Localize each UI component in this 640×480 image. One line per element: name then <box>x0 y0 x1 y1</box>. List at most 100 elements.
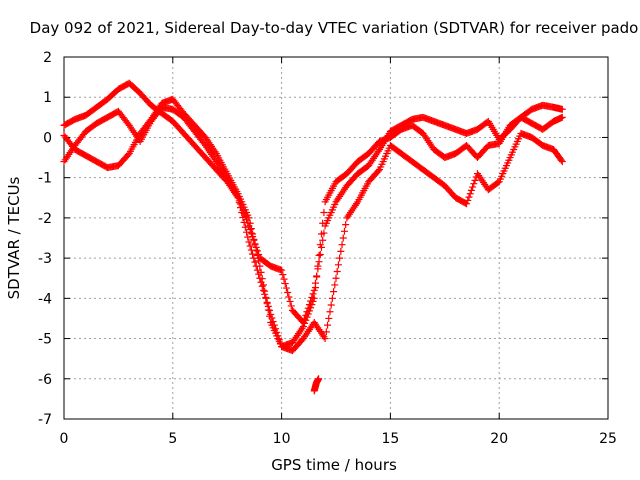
data-point-marker <box>252 246 260 254</box>
data-point-marker <box>280 275 288 283</box>
data-point-marker <box>259 281 267 289</box>
data-point-marker <box>558 105 566 113</box>
data-point-marker <box>253 251 261 259</box>
data-point-marker <box>240 218 248 226</box>
plot-frame <box>63 56 609 420</box>
data-point-marker <box>319 236 327 244</box>
data-point-marker <box>326 308 334 316</box>
x-tick-label: 0 <box>60 431 69 447</box>
data-point-marker <box>558 158 566 166</box>
data-point-marker <box>251 241 259 249</box>
data-point-marker <box>264 306 272 314</box>
data-point-marker <box>374 167 382 175</box>
data-point-marker <box>263 300 271 308</box>
y-tick-label: -4 <box>38 291 52 307</box>
data-point-marker <box>469 183 477 191</box>
data-point-marker <box>258 275 266 283</box>
data-point-marker <box>299 322 307 330</box>
data-point-marker <box>258 282 266 290</box>
data-point-marker <box>241 223 249 231</box>
data-point-marker <box>463 200 471 208</box>
data-point-marker <box>246 219 254 227</box>
data-point-marker <box>337 247 345 255</box>
data-point-marker <box>244 233 252 241</box>
y-tick-label: -7 <box>38 412 52 428</box>
data-point-marker <box>470 180 478 188</box>
data-point-marker <box>286 297 294 305</box>
data-point-marker <box>250 235 258 243</box>
data-point-marker <box>320 209 328 217</box>
data-point-marker <box>557 156 565 164</box>
data-point-marker <box>309 290 317 298</box>
data-point-marker <box>316 251 324 259</box>
data-point-marker <box>319 219 327 227</box>
data-point-marker <box>239 213 247 221</box>
data-point-marker <box>471 176 479 184</box>
data-point-marker <box>278 266 286 274</box>
data-point-marker <box>342 221 350 229</box>
series-3 <box>60 95 566 355</box>
x-tick-label: 5 <box>168 431 177 447</box>
data-point-marker <box>466 190 474 198</box>
data-point-marker <box>246 242 254 250</box>
data-point-marker <box>328 294 336 302</box>
data-point-marker <box>255 257 263 265</box>
x-tick-label: 15 <box>381 431 399 447</box>
data-point-marker <box>285 293 293 301</box>
data-point-marker <box>303 313 311 321</box>
data-point-marker <box>331 281 339 289</box>
data-point-marker <box>310 294 318 302</box>
data-point-marker <box>309 297 317 305</box>
y-tick-label: 0 <box>43 130 52 146</box>
y-axis-label: SDTVAR / TECUs <box>5 176 23 299</box>
data-point-marker <box>317 230 325 238</box>
data-point-marker <box>245 214 253 222</box>
data-point-marker <box>315 258 323 266</box>
data-point-marker <box>284 289 292 297</box>
data-point-marker <box>257 268 265 276</box>
data-point-marker <box>465 193 473 201</box>
data-point-marker <box>251 258 259 266</box>
x-tick-label: 25 <box>599 431 617 447</box>
data-point-marker <box>558 113 566 121</box>
data-point-marker <box>253 266 261 274</box>
data-point-marker <box>307 304 315 312</box>
y-tick-label: -2 <box>38 211 52 227</box>
chart-title: Day 092 of 2021, Sidereal Day-to-day VTE… <box>30 19 639 37</box>
data-point-marker <box>304 310 312 318</box>
data-point-marker <box>308 301 316 309</box>
data-point-marker <box>261 287 269 295</box>
data-point-marker <box>322 328 330 336</box>
data-point-marker <box>321 335 329 343</box>
grid <box>64 57 608 419</box>
data-point-marker <box>332 274 340 282</box>
data-point-marker <box>262 293 270 301</box>
data-point-marker <box>247 225 255 233</box>
data-point-marker <box>315 375 323 383</box>
data-point-marker <box>246 226 254 234</box>
data-point-marker <box>338 241 346 249</box>
y-tick-label: -1 <box>38 171 52 187</box>
data-point-marker <box>333 268 341 276</box>
y-tick-label: 1 <box>43 90 52 106</box>
data-point-marker <box>266 312 274 320</box>
x-tick-label: 10 <box>273 431 291 447</box>
data-point-marker <box>281 280 289 288</box>
data-point-marker <box>494 179 502 187</box>
series-1 <box>60 79 566 326</box>
x-tick-label: 20 <box>490 431 508 447</box>
data-point-marker <box>330 288 338 296</box>
data-point-marker <box>249 230 257 238</box>
data-point-marker <box>302 316 310 324</box>
y-tick-label: -6 <box>38 372 52 388</box>
data-point-marker <box>336 254 344 262</box>
data-point-marker <box>334 261 342 269</box>
data-point-marker <box>315 251 323 259</box>
data-point-marker <box>314 262 322 270</box>
y-tick-label: -3 <box>38 251 52 267</box>
data-point-marker <box>250 254 258 262</box>
y-tick-label: -5 <box>38 332 52 348</box>
x-axis-label: GPS time / hours <box>271 456 397 474</box>
